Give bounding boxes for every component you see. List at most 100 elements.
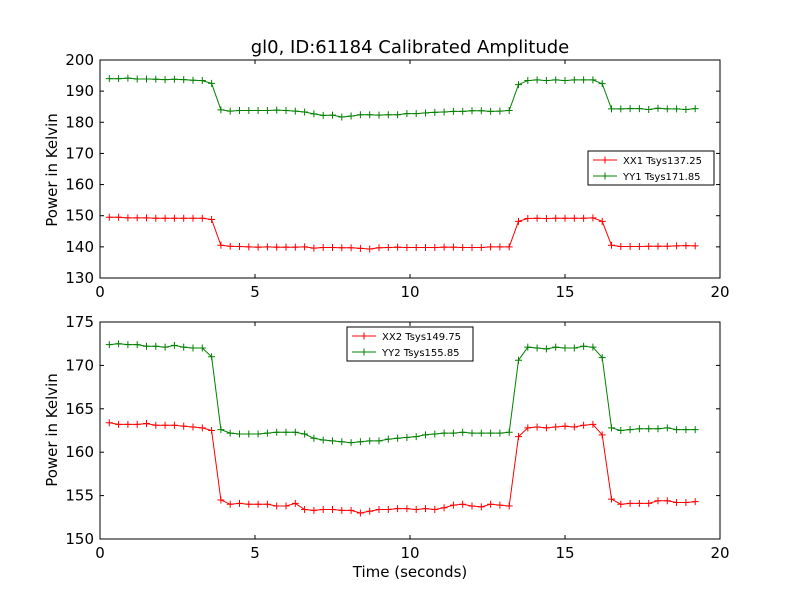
data-point	[263, 106, 271, 114]
data-point	[375, 244, 383, 252]
data-point	[115, 75, 123, 83]
data-point	[580, 342, 588, 350]
data-point	[338, 244, 346, 252]
data-point	[403, 433, 411, 441]
data-point	[673, 242, 681, 250]
data-point	[133, 75, 141, 83]
data-point	[449, 429, 457, 437]
data-point	[356, 244, 364, 252]
data-point	[691, 242, 699, 250]
data-point	[552, 343, 560, 351]
data-point	[635, 243, 643, 251]
y-tick-label: 200	[65, 51, 94, 69]
data-point	[496, 107, 504, 115]
data-point	[617, 500, 625, 508]
data-point	[254, 106, 262, 114]
legend-entry-label: YY2 Tsys155.85	[381, 348, 460, 359]
data-point	[468, 429, 476, 437]
data-point	[654, 104, 662, 112]
data-point	[403, 243, 411, 251]
legend-entry-label: XX2 Tsys149.75	[382, 332, 461, 343]
data-point	[319, 505, 327, 513]
data-point	[449, 243, 457, 251]
data-point	[635, 499, 643, 507]
data-point	[152, 342, 160, 350]
data-point	[515, 217, 522, 225]
series-line-1	[109, 422, 696, 514]
data-point	[431, 505, 439, 513]
y-tick-label: 160	[65, 443, 94, 461]
data-point	[440, 243, 448, 251]
data-point	[319, 243, 327, 251]
x-tick-label: 10	[400, 544, 419, 562]
data-point	[115, 213, 123, 221]
data-point	[524, 424, 532, 432]
data-point	[226, 429, 234, 437]
data-point	[282, 502, 290, 510]
data-point	[459, 107, 467, 115]
top-legend: XX1 Tsys137.25 YY1 Tsys171.85	[587, 150, 715, 186]
data-point	[542, 77, 550, 85]
x-tick-label: 0	[95, 544, 105, 562]
data-point	[691, 426, 699, 434]
data-point	[124, 341, 132, 349]
data-point	[515, 356, 522, 364]
data-point	[152, 214, 160, 222]
data-point	[663, 105, 671, 113]
data-point	[524, 215, 532, 223]
x-tick-label: 15	[555, 283, 574, 301]
y-tick-label: 160	[65, 176, 94, 194]
data-point	[319, 436, 327, 444]
x-tick-label: 5	[250, 283, 260, 301]
data-point	[143, 420, 150, 428]
data-point	[143, 214, 150, 222]
data-point	[533, 76, 541, 84]
data-point	[236, 243, 243, 251]
data-point	[208, 353, 216, 361]
data-point	[496, 429, 504, 437]
data-point	[598, 354, 606, 362]
y-tick-label: 190	[65, 82, 94, 100]
data-point	[273, 243, 281, 251]
data-point	[608, 105, 615, 113]
bottom-subplot: Time (seconds) Power in Kelvin 0 5 10 15 20 1…	[43, 313, 730, 581]
data-point	[375, 505, 383, 513]
data-point	[356, 509, 364, 517]
data-point	[487, 107, 495, 115]
data-point	[189, 423, 197, 431]
data-point	[598, 431, 606, 439]
data-point	[682, 106, 690, 114]
data-point	[645, 425, 653, 433]
data-point	[366, 245, 374, 253]
legend-box	[587, 150, 715, 186]
data-point	[431, 243, 439, 251]
legend-marker	[360, 332, 368, 340]
data-point	[254, 430, 262, 438]
data-point	[273, 428, 281, 436]
data-point	[422, 243, 429, 251]
data-point	[115, 420, 123, 428]
data-point	[552, 423, 560, 431]
legend-marker	[601, 172, 609, 180]
data-point	[170, 214, 178, 222]
data-point	[189, 76, 197, 84]
data-point	[338, 113, 346, 121]
data-point	[412, 110, 420, 118]
data-point	[236, 106, 243, 114]
y-tick-label: 170	[65, 356, 94, 374]
data-point	[440, 504, 448, 512]
data-point	[570, 344, 578, 352]
data-point	[366, 437, 374, 445]
data-point	[394, 111, 402, 119]
legend-entry-label: YY1 Tsys171.85	[622, 172, 701, 183]
data-point	[198, 424, 206, 432]
data-point	[180, 214, 188, 222]
data-point	[198, 344, 206, 352]
y-tick-label: 180	[65, 113, 94, 131]
data-point	[608, 241, 615, 249]
data-point	[105, 419, 113, 427]
data-point	[533, 214, 541, 222]
legend-marker	[601, 156, 609, 164]
bottom-ticks-group: 0 5 10 15 20 150 155 160 165 170 175	[65, 313, 729, 562]
